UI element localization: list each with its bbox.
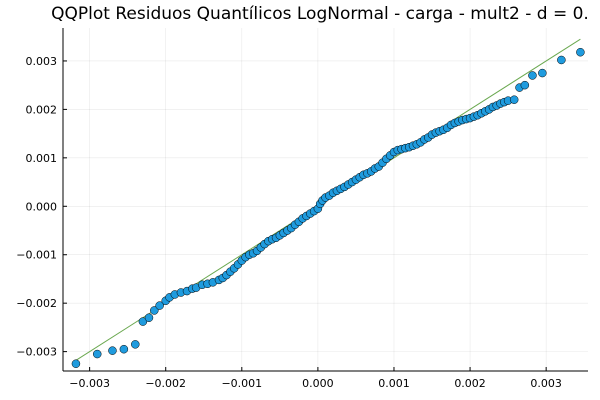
y-tick-label: −0.001 bbox=[16, 249, 57, 262]
data-point bbox=[108, 346, 117, 355]
y-tick-label: 0.002 bbox=[26, 103, 58, 116]
data-point bbox=[131, 340, 140, 349]
data-point bbox=[528, 71, 537, 80]
y-tick-label: 0.001 bbox=[26, 152, 58, 165]
x-tick-label: −0.002 bbox=[145, 377, 186, 390]
data-point bbox=[520, 80, 530, 90]
x-tick-label: 0.002 bbox=[454, 377, 486, 390]
axes bbox=[62, 28, 588, 372]
data-point bbox=[144, 313, 154, 322]
y-tick-label: 0.000 bbox=[26, 200, 58, 213]
y-tick-label: −0.002 bbox=[16, 297, 57, 310]
data-point bbox=[71, 359, 81, 368]
y-tick-label: −0.003 bbox=[16, 346, 57, 359]
data-point bbox=[557, 55, 566, 65]
x-tick-label: −0.003 bbox=[69, 377, 110, 390]
data-point bbox=[138, 317, 148, 326]
x-tick-label: 0.000 bbox=[302, 377, 334, 390]
data-point bbox=[119, 344, 129, 354]
x-tick-label: 0.003 bbox=[530, 377, 562, 390]
data-point bbox=[155, 301, 164, 310]
grid-lines bbox=[63, 28, 588, 371]
data-point bbox=[576, 47, 585, 57]
data-point bbox=[92, 349, 102, 359]
data-points bbox=[71, 47, 585, 368]
x-tick-label: 0.001 bbox=[378, 377, 410, 390]
y-tick-label: 0.003 bbox=[26, 55, 58, 68]
data-point bbox=[509, 95, 519, 104]
y-axis-ticks: −0.003 −0.002 −0.001 0.000 0.001 0.002 0.003 bbox=[16, 55, 67, 359]
data-point bbox=[538, 68, 547, 78]
data-point bbox=[150, 306, 159, 315]
chart-title: QQPlot Residuos Quantílicos LogNormal - … bbox=[51, 4, 589, 24]
x-axis-ticks: −0.003 −0.002 −0.001 0.000 0.001 0.002 0.003 bbox=[69, 367, 562, 390]
x-tick-label: −0.001 bbox=[221, 377, 262, 390]
